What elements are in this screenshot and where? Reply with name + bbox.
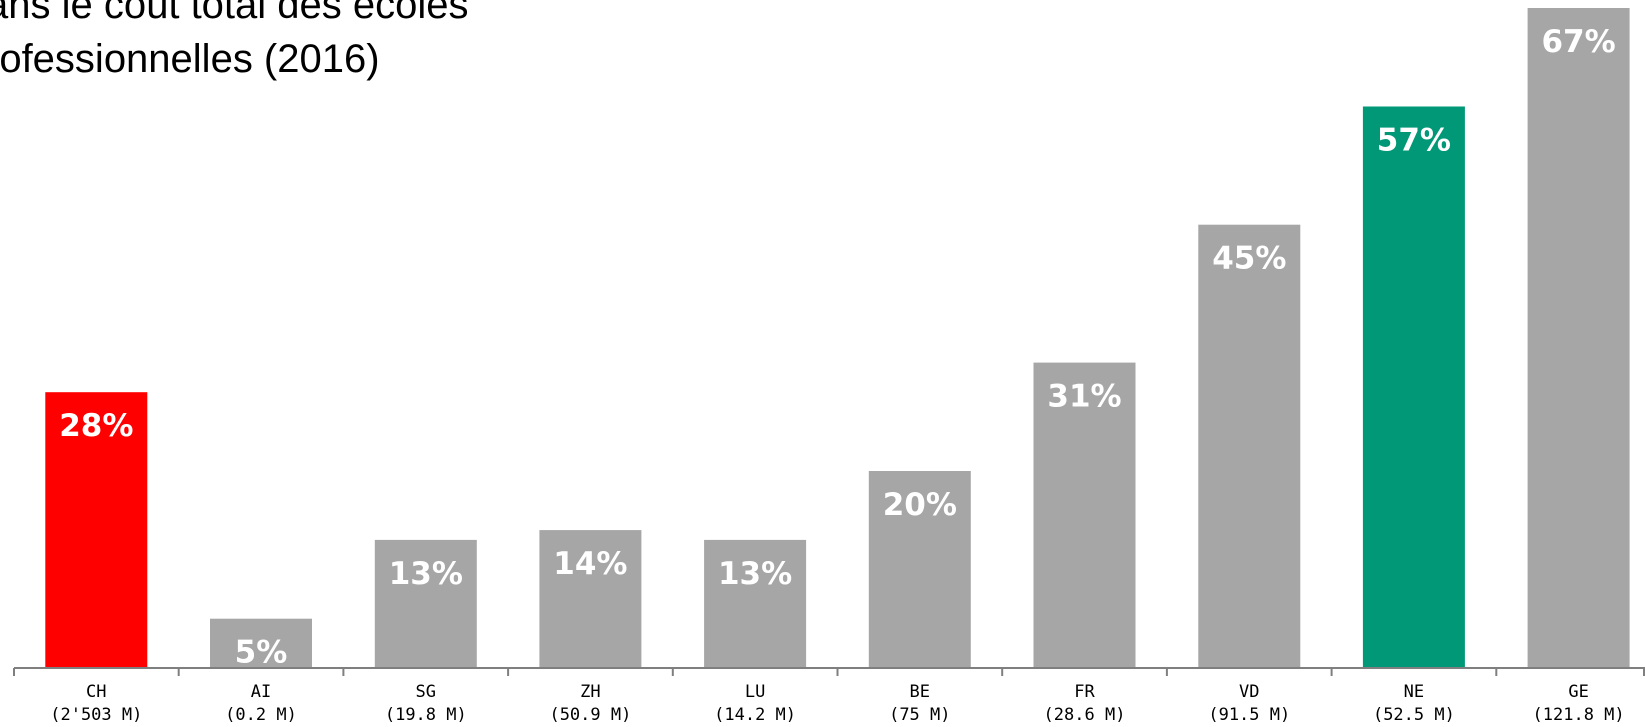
bar-value-label-fr: 31%: [1047, 379, 1121, 415]
bar-value-label-sg: 13%: [389, 556, 463, 592]
bar-lu: [704, 539, 807, 668]
x-tick-sublabel-ge: (121.8 M): [1533, 705, 1625, 725]
bar-zh: [539, 530, 642, 668]
bar-value-label-ne: 57%: [1377, 123, 1451, 159]
bar-sg: [374, 539, 477, 668]
bar-value-label-ai: 5%: [235, 635, 288, 671]
x-tick-label-vd: VD: [1239, 682, 1259, 702]
x-tick-label-be: BE: [910, 682, 930, 702]
bar-value-label-be: 20%: [883, 487, 957, 523]
x-tick-sublabel-fr: (28.6 M): [1044, 705, 1126, 725]
bar-value-label-ge: 67%: [1541, 24, 1615, 60]
bar-value-label-ch: 28%: [59, 408, 133, 444]
chart-title-line-1: ans le coût total des écoles: [0, 0, 469, 27]
x-tick-label-zh: ZH: [580, 682, 600, 702]
x-tick-sublabel-ne: (52.5 M): [1373, 705, 1455, 725]
x-tick-label-ch: CH: [86, 682, 106, 702]
x-tick-sublabel-sg: (19.8 M): [385, 705, 467, 725]
x-tick-label-ai: AI: [251, 682, 271, 702]
bar-be: [868, 471, 971, 668]
bar-vd: [1198, 224, 1301, 668]
bar-ne: [1362, 106, 1465, 668]
bar-ge: [1527, 8, 1630, 668]
chart-title-line-2: rofessionnelles (2016): [0, 37, 380, 81]
bar-value-label-zh: 14%: [553, 546, 627, 582]
x-tick-sublabel-ai: (0.2 M): [225, 705, 297, 725]
x-tick-label-ne: NE: [1404, 682, 1424, 702]
bar-value-label-vd: 45%: [1212, 241, 1286, 277]
bar-ai: [210, 618, 312, 668]
x-tick-sublabel-lu: (14.2 M): [714, 705, 796, 725]
bar-fr: [1033, 362, 1136, 668]
x-tick-sublabel-zh: (50.9 M): [549, 705, 631, 725]
bars-layer: 28% 5% 13% 14% 13% 20% 31% 45% 57% 67%: [45, 8, 1630, 671]
x-tick-sublabel-be: (75 M): [889, 705, 950, 725]
x-axis: CH (2'503 M) AI (0.2 M) SG (19.8 M) ZH (50.9 M)…: [13, 667, 1645, 725]
x-tick-label-fr: FR: [1074, 682, 1095, 702]
bar-ch: [45, 392, 148, 668]
x-tick-sublabel-ch: (2'503 M): [50, 705, 142, 725]
chart-title: ans le coût total des écoles rofessionne…: [0, 0, 469, 86]
x-tick-sublabel-vd: (91.5 M): [1208, 705, 1290, 725]
x-tick-label-lu: LU: [745, 682, 765, 702]
x-tick-label-sg: SG: [416, 682, 436, 702]
x-tick-label-ge: GE: [1568, 682, 1588, 702]
bar-value-label-lu: 13%: [718, 556, 792, 592]
